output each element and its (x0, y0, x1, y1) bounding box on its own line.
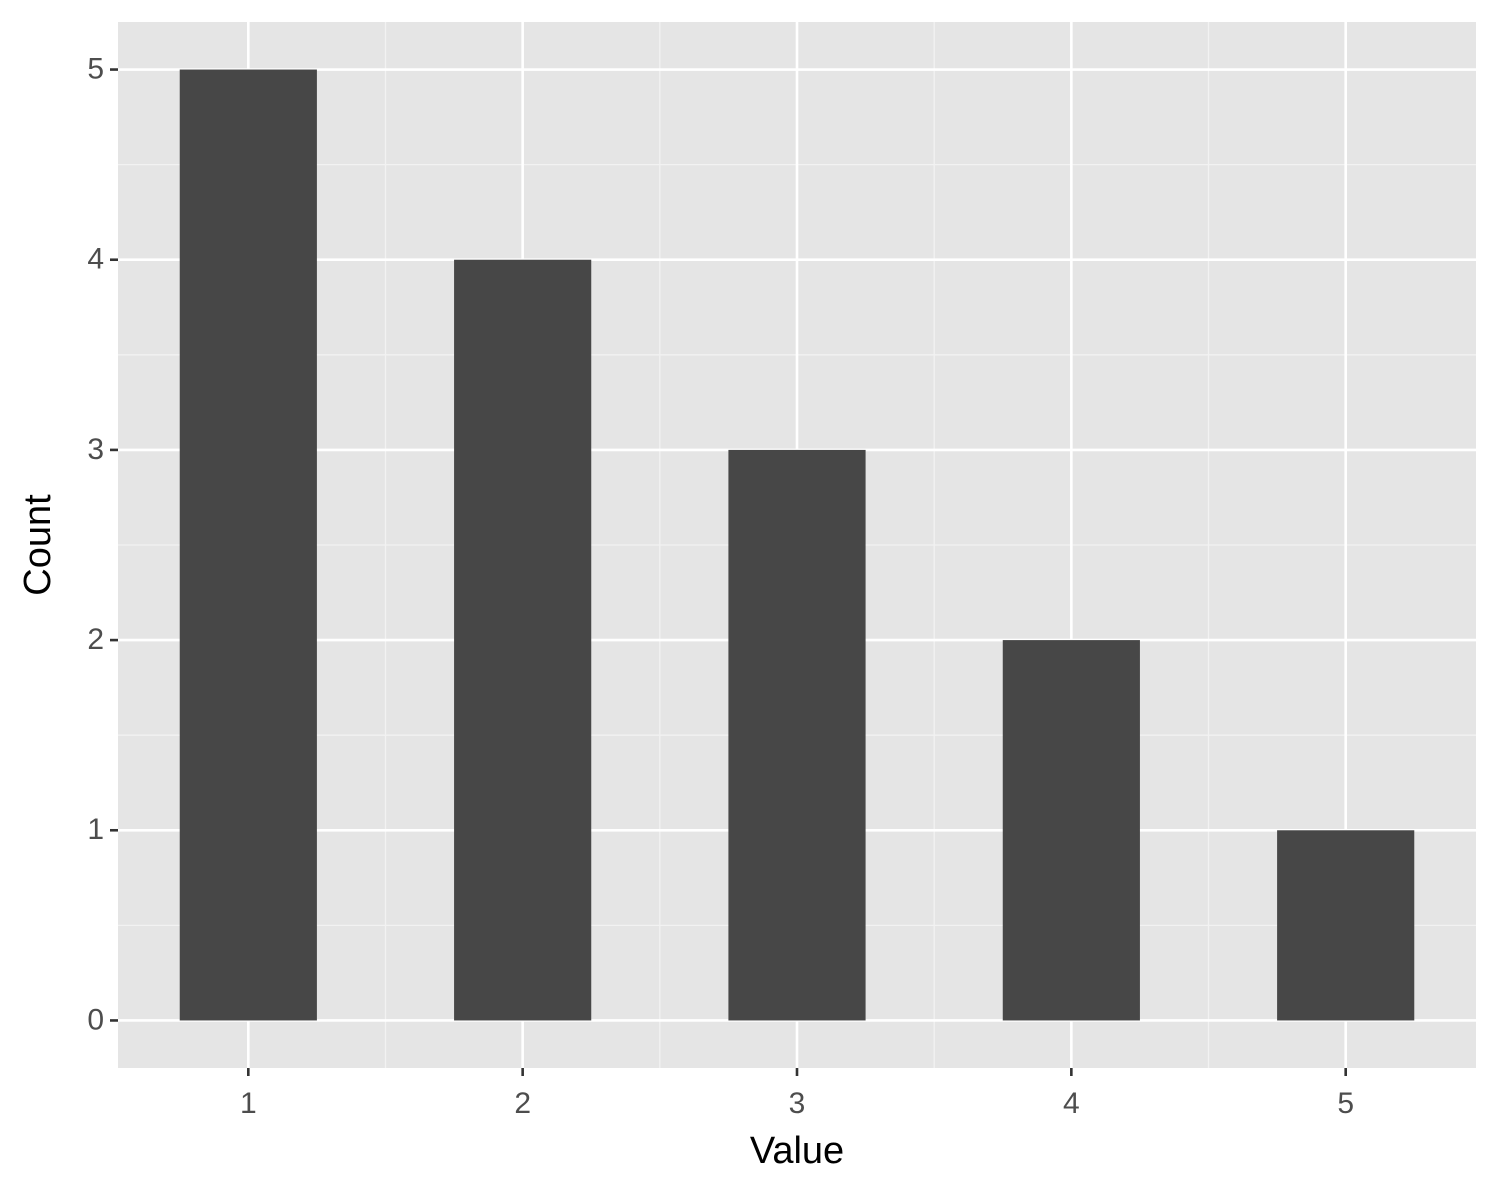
bar (728, 449, 866, 1021)
y-tick-label: 3 (87, 433, 104, 466)
y-tick-label: 5 (87, 52, 104, 85)
bar (1002, 640, 1140, 1021)
x-tick-label: 1 (240, 1087, 257, 1120)
bar (179, 69, 317, 1021)
bar (454, 259, 592, 1021)
x-tick-label: 4 (1063, 1087, 1080, 1120)
y-tick-label: 4 (87, 243, 104, 276)
y-tick-label: 0 (87, 1003, 104, 1036)
x-tick-label: 2 (514, 1087, 531, 1120)
bar (1277, 830, 1415, 1021)
x-axis-title: Value (750, 1130, 844, 1172)
y-tick-label: 1 (87, 813, 104, 846)
y-tick-label: 2 (87, 623, 104, 656)
x-tick-label: 5 (1337, 1087, 1354, 1120)
x-tick-label: 3 (789, 1087, 806, 1120)
y-axis-title: Count (17, 494, 59, 596)
